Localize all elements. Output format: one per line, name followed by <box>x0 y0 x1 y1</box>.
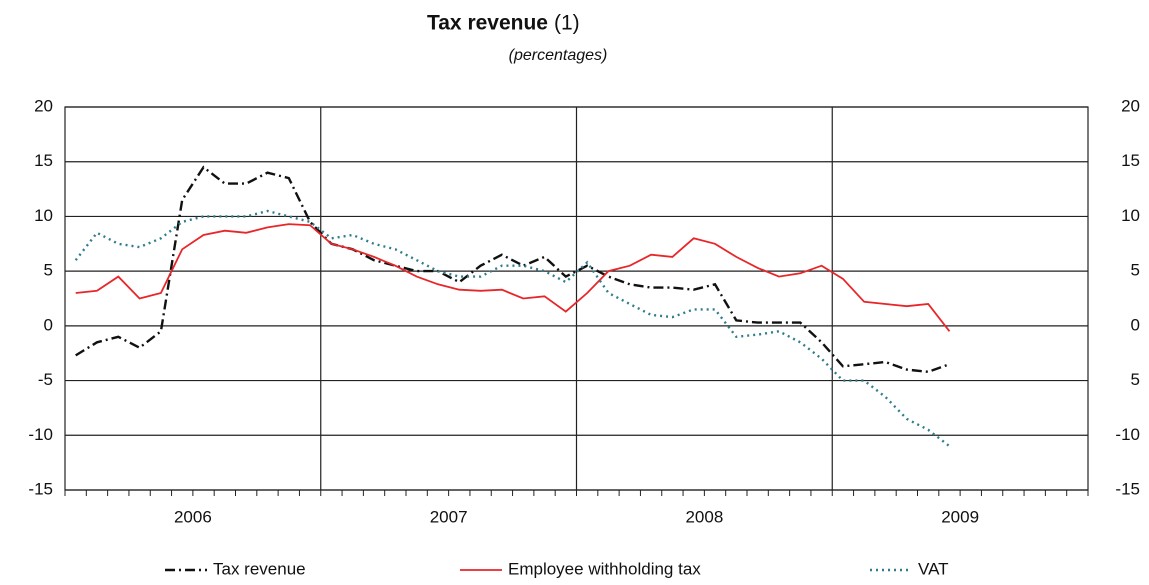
y-tick-label: 0 <box>44 315 53 334</box>
x-tick-label: 2007 <box>430 507 468 526</box>
y2-tick-label: -15 <box>1115 479 1140 498</box>
x-tick-label: 2006 <box>174 507 212 526</box>
y2-tick-label: 5 <box>1131 370 1140 389</box>
x-tick-label: 2009 <box>941 507 979 526</box>
legend-label: Tax revenue <box>213 559 306 578</box>
legend-label: Employee withholding tax <box>508 559 701 578</box>
y2-tick-label: -10 <box>1115 425 1140 444</box>
series-line <box>74 209 951 448</box>
y-tick-label: 5 <box>44 261 53 280</box>
legend-label: VAT <box>918 559 949 578</box>
y-tick-label: -15 <box>28 479 53 498</box>
title-note: (1) <box>554 12 580 35</box>
y2-tick-label: 0 <box>1131 315 1140 334</box>
y2-tick-label: 15 <box>1121 151 1140 170</box>
y-tick-label: -5 <box>38 370 53 389</box>
y-tick-label: 10 <box>34 206 53 225</box>
y2-tick-label: 10 <box>1121 206 1140 225</box>
chart-subtitle: (percentages) <box>509 47 608 64</box>
series-line <box>75 223 951 332</box>
chart-title: Tax revenue <box>427 12 548 35</box>
x-tick-label: 2008 <box>685 507 723 526</box>
y2-tick-label: 20 <box>1121 96 1140 115</box>
y-tick-label: -10 <box>28 425 53 444</box>
y2-tick-label: 5 <box>1131 261 1140 280</box>
series-line <box>75 165 950 374</box>
y-tick-label: 20 <box>34 96 53 115</box>
y-tick-label: 15 <box>34 151 53 170</box>
